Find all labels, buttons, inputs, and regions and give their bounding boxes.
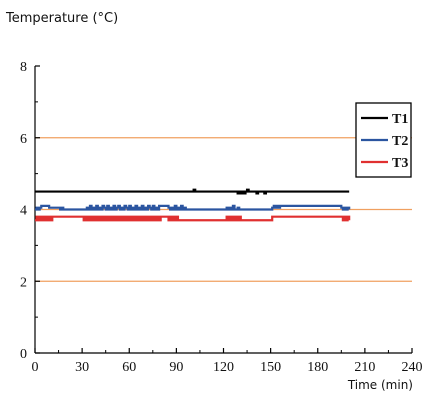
x-tick-label-0: 0 — [32, 360, 39, 375]
series-line-t1 — [35, 188, 350, 195]
series-line-t2 — [35, 204, 351, 211]
x-tick-label-240: 240 — [402, 360, 423, 375]
x-axis-label: Time (min) — [347, 378, 413, 392]
x-tick-label-180: 180 — [307, 360, 328, 375]
x-tick-label-30: 30 — [75, 360, 89, 375]
legend-label-t1: T1 — [392, 112, 408, 127]
x-tick-label-150: 150 — [260, 360, 281, 375]
y-axis-label: Temperature (°C) — [5, 11, 118, 26]
y-tick-label-8: 8 — [20, 60, 27, 75]
x-tick-label-120: 120 — [213, 360, 234, 375]
x-tick-label-90: 90 — [169, 360, 183, 375]
series-line-t3 — [35, 215, 351, 222]
y-tick-label-0: 0 — [20, 347, 27, 362]
legend: T1 T2 T3 — [355, 102, 412, 178]
y-tick-label-2: 2 — [20, 275, 27, 290]
x-tick-label-210: 210 — [354, 360, 375, 375]
legend-label-t3: T3 — [392, 156, 408, 171]
y-tick-label-6: 6 — [20, 132, 27, 147]
legend-label-t2: T2 — [392, 134, 408, 149]
y-tick-label-4: 4 — [20, 204, 27, 219]
plot-area: 0 2 4 6 8 0 30 60 90 120 150 180 210 240 T1 T2 T3 — [20, 60, 423, 375]
x-tick-label-60: 60 — [122, 360, 136, 375]
